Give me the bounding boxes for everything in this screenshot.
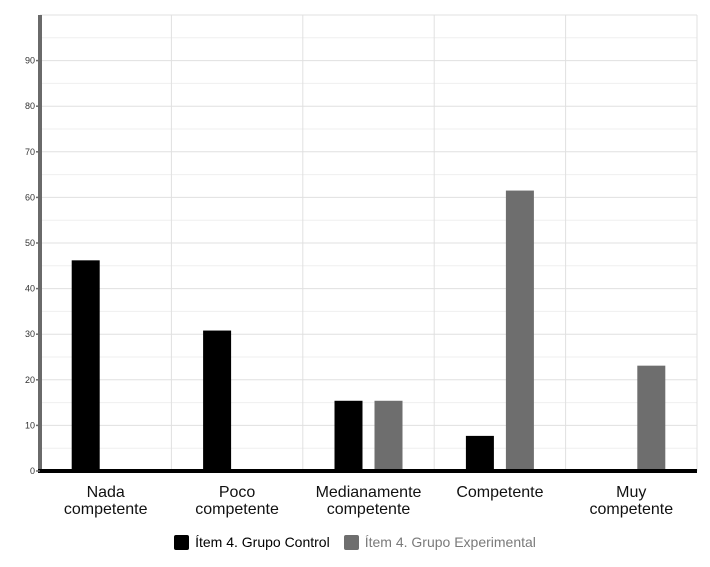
legend-swatch-experimental bbox=[343, 534, 359, 550]
axes bbox=[36, 15, 697, 473]
legend: Ítem 4. Grupo Control Ítem 4. Grupo Expe… bbox=[0, 534, 710, 550]
y-tick-label: 90 bbox=[25, 56, 35, 66]
x-tick-label-line: Competente bbox=[456, 484, 543, 501]
x-tick-label: Nada competente bbox=[64, 484, 148, 518]
y-tick-label: 40 bbox=[25, 284, 35, 294]
x-tick-label-line: competente bbox=[64, 501, 148, 518]
x-tick-label-line: Poco bbox=[219, 484, 256, 501]
legend-label-experimental: Ítem 4. Grupo Experimental bbox=[364, 534, 536, 550]
bar-experimental bbox=[505, 190, 534, 471]
bar-control bbox=[71, 260, 100, 471]
y-tick-labels: 0 10 20 30 40 50 60 70 80 90 bbox=[25, 56, 35, 476]
bar-experimental bbox=[637, 365, 666, 471]
x-tick-label: Medianamente competente bbox=[316, 484, 422, 518]
x-tick-label: Competente bbox=[456, 484, 543, 501]
legend-label-control: Ítem 4. Grupo Control bbox=[195, 534, 330, 550]
x-tick-label-line: competente bbox=[589, 501, 673, 518]
x-tick-label: Poco competente bbox=[195, 484, 279, 518]
bar-control bbox=[465, 435, 494, 471]
y-tick-label: 10 bbox=[25, 420, 35, 430]
bar-experimental bbox=[374, 400, 403, 471]
y-tick-label: 60 bbox=[25, 192, 35, 202]
legend-item-control: Ítem 4. Grupo Control bbox=[174, 534, 330, 550]
y-tick-label: 80 bbox=[25, 101, 35, 111]
y-tick-label: 50 bbox=[25, 238, 35, 248]
legend-item-experimental: Ítem 4. Grupo Experimental bbox=[343, 534, 536, 550]
x-tick-label-line: competente bbox=[195, 501, 279, 518]
y-tick-label: 70 bbox=[25, 147, 35, 157]
x-tick-label-line: Muy bbox=[616, 484, 646, 501]
bars bbox=[71, 190, 666, 471]
bar-control bbox=[334, 400, 363, 471]
x-tick-label: Muy competente bbox=[589, 484, 673, 518]
legend-swatch-control bbox=[174, 534, 190, 550]
x-tick-label-line: competente bbox=[327, 501, 411, 518]
y-tick-label: 0 bbox=[30, 466, 35, 476]
grid-lines bbox=[40, 14, 698, 471]
y-tick-label: 30 bbox=[25, 329, 35, 339]
bar-control bbox=[203, 330, 232, 471]
x-tick-label-line: Medianamente bbox=[316, 484, 422, 501]
y-tick-label: 20 bbox=[25, 375, 35, 385]
x-tick-label-line: Nada bbox=[87, 484, 125, 501]
